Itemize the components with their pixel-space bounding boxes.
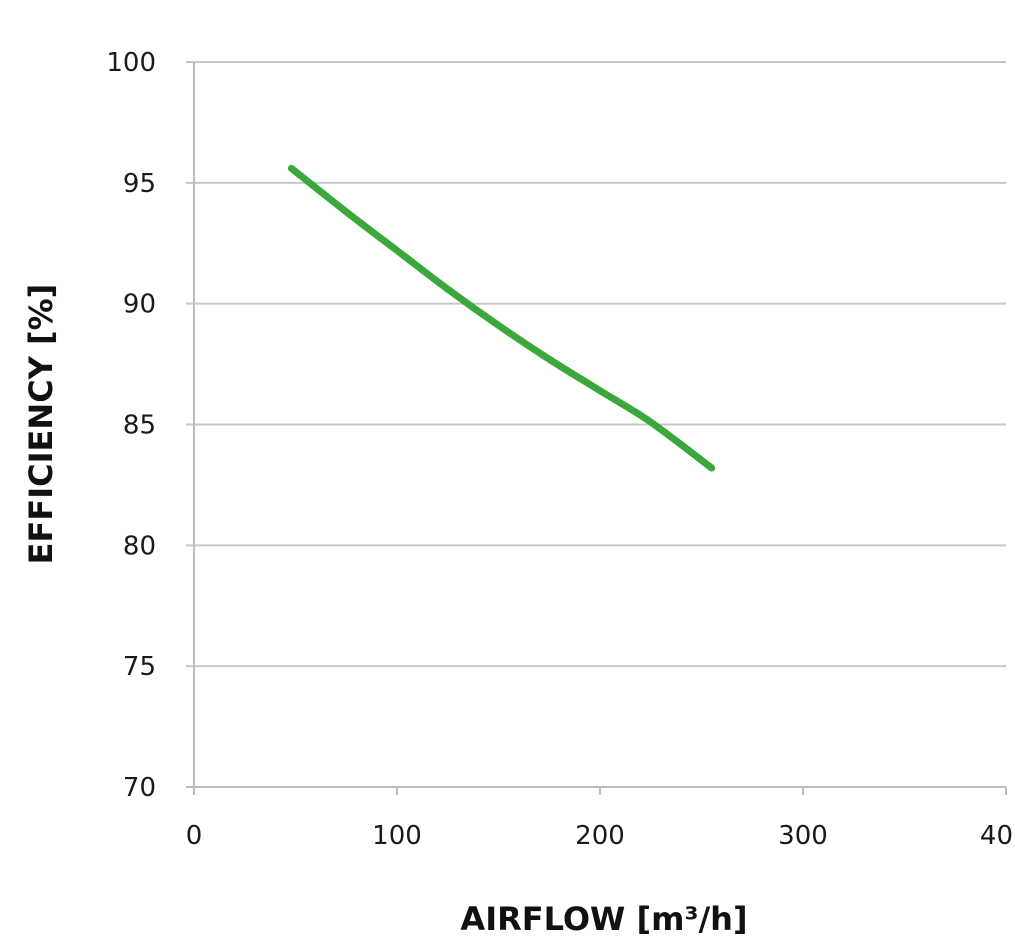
y-tick-label: 80 bbox=[123, 531, 156, 561]
series-line-0 bbox=[287, 164, 716, 472]
x-tick-label: 0 bbox=[186, 821, 203, 851]
x-tick-label: 100 bbox=[372, 821, 422, 851]
x-tick-label: 300 bbox=[778, 821, 828, 851]
x-tick-labels: 0 100 200 300 40 bbox=[186, 821, 1013, 851]
series-layer bbox=[287, 164, 716, 472]
y-tick-labels: 100 95 90 85 80 75 70 bbox=[106, 48, 156, 803]
y-tick-label: 100 bbox=[106, 48, 156, 78]
axes bbox=[186, 62, 1007, 795]
y-axis-title: EFFICIENCY [%] bbox=[22, 284, 60, 565]
y-tick-label: 90 bbox=[123, 290, 156, 320]
x-tick-label: 200 bbox=[575, 821, 625, 851]
x-axis-title: AIRFLOW [m³/h] bbox=[460, 900, 747, 937]
y-tick-label: 95 bbox=[123, 169, 156, 199]
y-tick-label: 85 bbox=[123, 411, 156, 441]
x-tick-label: 40 bbox=[980, 821, 1013, 851]
grid-lines bbox=[186, 61, 1006, 668]
y-tick-label: 70 bbox=[123, 773, 156, 803]
y-tick-label: 75 bbox=[123, 652, 156, 682]
